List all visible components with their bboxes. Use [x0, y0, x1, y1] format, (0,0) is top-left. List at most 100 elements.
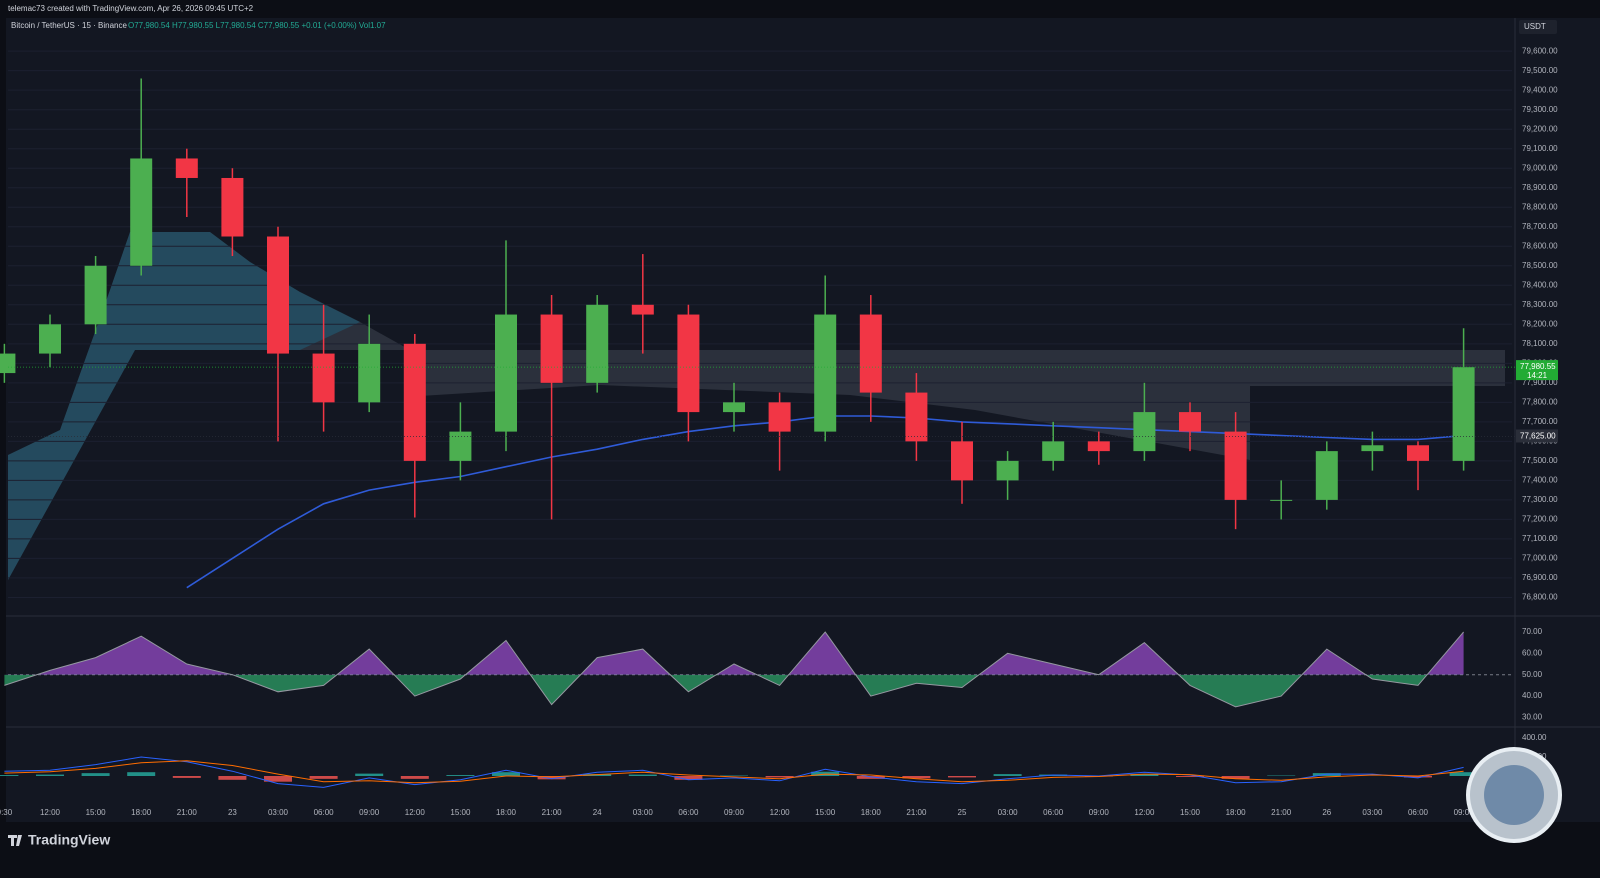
- x-tick-label: 21:00: [177, 808, 198, 817]
- y-tick-label: 77,200.00: [1522, 515, 1558, 524]
- candle-body: [312, 353, 335, 403]
- candle-body: [905, 392, 928, 442]
- y-tick-label: 78,500.00: [1522, 261, 1558, 270]
- x-tick-label: 15:00: [1180, 808, 1201, 817]
- currency: USDT: [1524, 22, 1546, 31]
- candle-body: [631, 304, 654, 315]
- candle-body: [1133, 412, 1156, 452]
- candle-body: [540, 314, 563, 383]
- candle-body: [996, 460, 1019, 481]
- x-tick-label: 21:00: [906, 808, 927, 817]
- candle-body: [1270, 499, 1293, 501]
- x-tick-label: 24: [593, 808, 602, 817]
- x-tick-label: 15:00: [815, 808, 836, 817]
- candle-body: [586, 304, 609, 383]
- candle-body: [1407, 445, 1429, 461]
- macd-histogram: [172, 775, 201, 778]
- x-tick-label: 03:00: [633, 808, 654, 817]
- candle-body: [814, 314, 837, 432]
- x-tick-label: 15:00: [450, 808, 471, 817]
- candle-body: [495, 314, 517, 432]
- y-tick-label: 78,800.00: [1522, 202, 1558, 211]
- rsi-line: [4, 631, 1464, 708]
- x-tick-label: 03:00: [1362, 808, 1383, 817]
- x-tick-label: 18:00: [496, 808, 517, 817]
- x-tick-label: 06:00: [678, 808, 699, 817]
- x-tick-label: 23: [228, 808, 237, 817]
- candle-body: [84, 265, 107, 325]
- header: telemac73 created with TradingView.com, …: [8, 4, 254, 13]
- y-tick-label: 79,200.00: [1522, 124, 1558, 133]
- macd-histogram: [264, 775, 292, 782]
- y-tick-label: 76,900.00: [1522, 573, 1558, 582]
- candle-body: [175, 158, 198, 178]
- x-tick-label: 9:30: [0, 808, 13, 817]
- macd-histogram: [1221, 775, 1250, 779]
- y-tick-label: 77,700.00: [1522, 417, 1558, 426]
- currency-box: [1519, 20, 1557, 34]
- watermark-logo: [1484, 765, 1544, 825]
- y-tick-label: 77,100.00: [1522, 534, 1558, 543]
- price-tag: [1516, 429, 1558, 443]
- y-tick-label: 78,300.00: [1522, 300, 1558, 309]
- macd-histogram: [36, 774, 64, 776]
- candle-body: [449, 431, 472, 461]
- plot-area: [6, 18, 1515, 822]
- y-tick-label: 77,800.00: [1522, 397, 1558, 406]
- macd-histogram: [537, 775, 566, 780]
- candle-body: [39, 324, 61, 354]
- y-tick-label: 79,300.00: [1522, 105, 1558, 114]
- macd-histogram: [81, 773, 110, 776]
- brand-logo: [8, 835, 22, 846]
- candle-body: [951, 441, 973, 481]
- macd-histogram: [492, 772, 520, 776]
- countdown: 14:21: [1527, 371, 1548, 380]
- y-tick-label: 30.00: [1522, 713, 1543, 722]
- x-tick-label: 18:00: [1226, 808, 1247, 817]
- x-tick-label: 18:00: [131, 808, 152, 817]
- axis-area: [1515, 18, 1600, 822]
- ohlc-legend: O77,980.54 H77,980.55 L77,980.54 C77,980…: [128, 21, 386, 30]
- y-tick-label: 76,800.00: [1522, 593, 1558, 602]
- macd-histogram: [765, 775, 794, 778]
- brand: TradingView: [28, 832, 110, 848]
- candle-body: [677, 314, 700, 413]
- y-tick-label: 77,900.00: [1522, 378, 1558, 387]
- y-tick-label: 78,700.00: [1522, 222, 1558, 231]
- macd-histogram: [902, 775, 931, 779]
- candle-body: [358, 343, 381, 403]
- candle-body: [1042, 441, 1065, 461]
- macd-histogram: [628, 774, 657, 776]
- macd-histogram: [1449, 772, 1478, 776]
- macd-histogram: [355, 773, 384, 776]
- y-tick-label: 78,400.00: [1522, 280, 1558, 289]
- x-tick-label: 12:00: [1134, 808, 1155, 817]
- macd-histogram: [0, 775, 19, 776]
- x-tick-label: 06:00: [1408, 808, 1429, 817]
- x-tick-label: 12:00: [40, 808, 61, 817]
- candle-body: [403, 343, 426, 461]
- rsi-fill-above: [36, 632, 1464, 675]
- macd-line: [4, 756, 1464, 788]
- y-tick-label: 78,900.00: [1522, 183, 1558, 192]
- candle-body: [768, 402, 791, 432]
- candle-body: [130, 158, 153, 266]
- price-tag: [1516, 360, 1558, 381]
- macd-histogram: [856, 775, 885, 779]
- macd-histogram: [1176, 775, 1204, 777]
- x-tick-label: 09:00: [359, 808, 380, 817]
- x-tick-label: 09:00: [724, 808, 745, 817]
- macd-histogram: [400, 775, 429, 779]
- candle-body: [1087, 441, 1110, 452]
- y-tick-label: 77,500.00: [1522, 456, 1558, 465]
- macd-histogram: [446, 775, 475, 776]
- y-tick-label: 60.00: [1522, 648, 1543, 657]
- x-tick-label: 18:00: [861, 808, 882, 817]
- macd-histogram: [127, 772, 156, 776]
- y-tick-label: 70.00: [1522, 627, 1543, 636]
- macd-histogram: [674, 775, 703, 780]
- y-tick-label: 79,100.00: [1522, 144, 1558, 153]
- x-tick-label: 03:00: [268, 808, 289, 817]
- macd-histogram: [1130, 774, 1159, 776]
